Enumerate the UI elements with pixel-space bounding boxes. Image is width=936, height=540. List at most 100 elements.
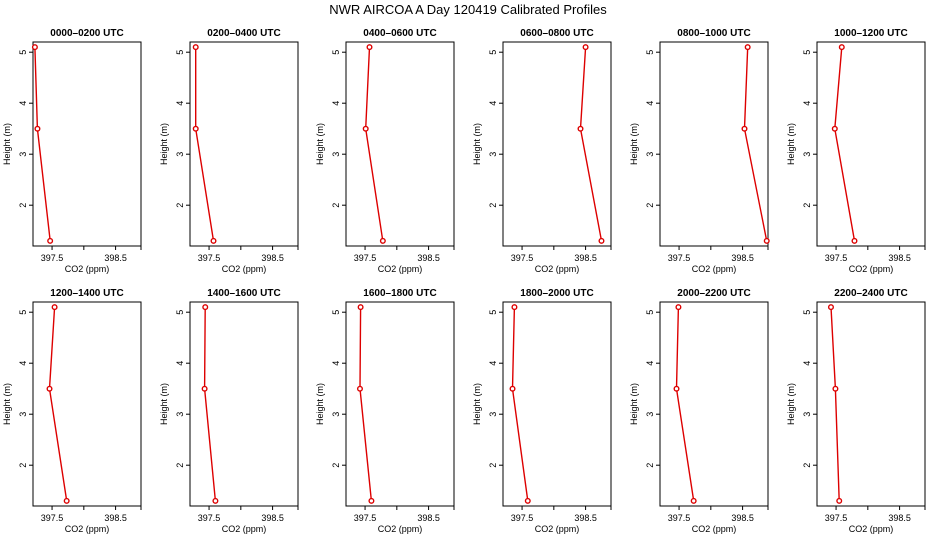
data-point <box>851 237 858 244</box>
chart-panel: 0200–0400 UTC 397.5 398.5 2 3 4 5 CO2 (ppm) Heig… <box>159 28 299 274</box>
y-axis-label: Height (m) <box>315 123 325 165</box>
y-tick-label: 5 <box>488 310 498 315</box>
data-point <box>836 497 843 504</box>
y-axis-label: Height (m) <box>786 123 796 165</box>
data-point <box>201 385 208 392</box>
y-tick-label: 3 <box>18 412 28 417</box>
chart-panel: 1800–2000 UTC 397.5 398.5 2 3 4 5 CO2 (ppm) Heig… <box>472 288 612 534</box>
data-point <box>31 44 38 51</box>
y-axis-label: Height (m) <box>2 383 12 425</box>
x-tick-label: 397.5 <box>354 253 377 263</box>
x-axis-label: CO2 (ppm) <box>222 524 267 534</box>
y-tick-label: 2 <box>645 463 655 468</box>
y-tick-label: 5 <box>331 310 341 315</box>
y-tick-label: 5 <box>331 50 341 55</box>
data-point <box>741 125 748 132</box>
data-point <box>51 304 58 311</box>
data-point <box>690 497 697 504</box>
plot-frame <box>502 301 612 507</box>
chart-panel: 1200–1400 UTC 397.5 398.5 2 3 4 5 CO2 (ppm) Heig… <box>2 288 142 534</box>
x-tick-label: 397.5 <box>511 513 534 523</box>
x-axis-label: CO2 (ppm) <box>535 264 580 274</box>
x-tick-label: 397.5 <box>668 253 691 263</box>
y-tick-label: 4 <box>802 361 812 366</box>
x-axis-label: CO2 (ppm) <box>849 264 894 274</box>
y-tick-label: 4 <box>18 361 28 366</box>
y-tick-label: 3 <box>488 412 498 417</box>
y-tick-label: 5 <box>18 50 28 55</box>
y-tick-label: 5 <box>802 50 812 55</box>
y-tick-label: 3 <box>18 152 28 157</box>
y-tick-label: 4 <box>331 361 341 366</box>
x-tick-label: 397.5 <box>354 513 377 523</box>
profile-line <box>194 47 215 242</box>
profile-line <box>359 307 373 501</box>
chart-panel: 1000–1200 UTC 397.5 398.5 2 3 4 5 CO2 (ppm) Heig… <box>786 28 926 274</box>
data-point <box>524 497 531 504</box>
profile-line <box>511 307 529 501</box>
y-tick-label: 2 <box>175 463 185 468</box>
chart-title: 1200–1400 UTC <box>50 288 123 299</box>
chart-title: 1800–2000 UTC <box>520 288 593 299</box>
x-tick-label: 397.5 <box>511 253 534 263</box>
data-point <box>379 237 386 244</box>
plot-frame <box>189 41 299 247</box>
y-tick-label: 4 <box>18 101 28 106</box>
y-tick-label: 5 <box>18 310 28 315</box>
data-point <box>46 385 53 392</box>
x-tick-label: 397.5 <box>668 513 691 523</box>
x-tick-label: 398.5 <box>104 253 127 263</box>
y-tick-label: 5 <box>488 50 498 55</box>
y-tick-label: 2 <box>331 463 341 468</box>
data-point <box>577 125 584 132</box>
x-tick-label: 398.5 <box>888 253 911 263</box>
y-tick-label: 5 <box>802 310 812 315</box>
data-point <box>212 497 219 504</box>
y-tick-label: 4 <box>488 101 498 106</box>
data-point <box>362 125 369 132</box>
data-point <box>202 304 209 311</box>
x-tick-label: 398.5 <box>731 253 754 263</box>
data-point <box>673 385 680 392</box>
data-point <box>831 125 838 132</box>
profile-line <box>675 307 695 502</box>
y-tick-label: 5 <box>175 50 185 55</box>
plot-frame <box>816 41 926 247</box>
profile-line <box>34 47 51 241</box>
chart-title: 0400–0600 UTC <box>363 28 436 39</box>
chart-title: 1000–1200 UTC <box>834 28 907 39</box>
x-axis-label: CO2 (ppm) <box>692 264 737 274</box>
chart-title: 2000–2200 UTC <box>677 288 750 299</box>
data-point <box>192 125 199 132</box>
chart-title: 1400–1600 UTC <box>207 288 280 299</box>
chart-panel: 2200–2400 UTC 397.5 398.5 2 3 4 5 CO2 (ppm) Heig… <box>786 288 926 534</box>
plot-frame <box>32 41 142 247</box>
y-tick-label: 5 <box>645 310 655 315</box>
chart-panel: 0400–0600 UTC 397.5 398.5 2 3 4 5 CO2 (ppm) Heig… <box>315 28 455 274</box>
y-tick-label: 2 <box>18 463 28 468</box>
y-tick-label: 4 <box>645 101 655 106</box>
plot-frame <box>659 41 769 247</box>
plot-frame <box>816 301 926 507</box>
y-tick-label: 2 <box>175 203 185 208</box>
data-point <box>744 44 751 51</box>
page-title: NWR AIRCOA A Day 120419 Calibrated Profi… <box>329 2 607 17</box>
chart-panel: 0000–0200 UTC 397.5 398.5 2 3 4 5 CO2 (ppm) Heig… <box>2 28 142 274</box>
data-point <box>368 497 375 504</box>
y-tick-label: 4 <box>645 361 655 366</box>
x-tick-label: 398.5 <box>261 513 284 523</box>
data-point <box>598 237 605 244</box>
x-tick-label: 398.5 <box>888 513 911 523</box>
plot-frame <box>659 301 769 507</box>
chart-title: 1600–1800 UTC <box>363 288 436 299</box>
data-point <box>511 304 518 311</box>
data-point <box>838 44 845 51</box>
chart-panel: 0800–1000 UTC 397.5 398.5 2 3 4 5 CO2 (ppm) Heig… <box>629 28 770 274</box>
y-tick-label: 4 <box>175 101 185 106</box>
x-tick-label: 398.5 <box>731 513 754 523</box>
data-point <box>582 44 589 51</box>
y-tick-label: 4 <box>175 361 185 366</box>
x-axis-label: CO2 (ppm) <box>692 524 737 534</box>
profile-line <box>364 47 384 242</box>
